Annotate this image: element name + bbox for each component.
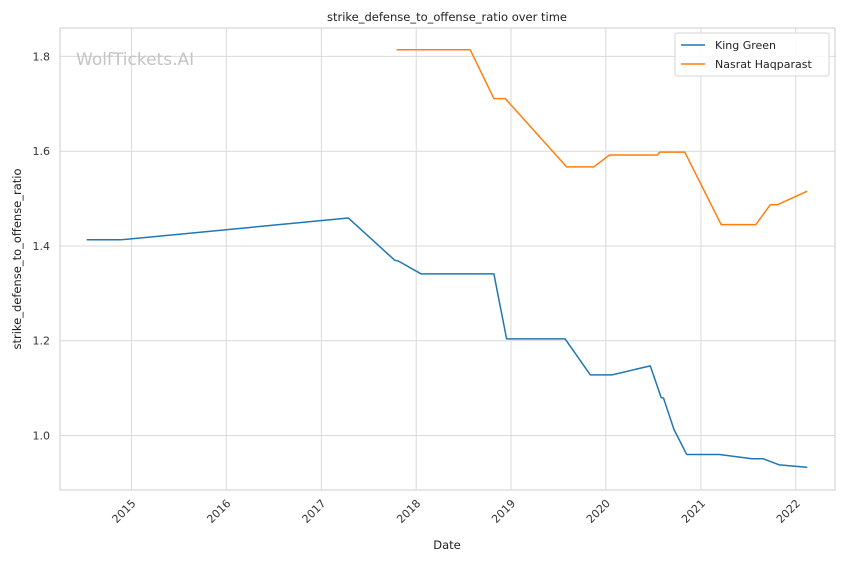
series-lines	[86, 49, 808, 469]
series-line-nasrat-haqparast	[396, 49, 808, 226]
y-tick-1.8: 1.8	[33, 50, 51, 63]
y-tick-labels: 1.0 1.2 1.4 1.6 1.8	[33, 50, 51, 442]
legend-box	[674, 32, 830, 77]
series-line-king-green	[86, 217, 808, 469]
y-tick-1.6: 1.6	[33, 145, 51, 158]
legend-label-nasrat-haqparast: Nasrat Haqparast	[715, 58, 812, 71]
plot-area	[59, 27, 836, 491]
y-tick-1.2: 1.2	[33, 335, 51, 348]
watermark-text: WolfTickets.AI	[76, 50, 194, 70]
legend: King Green Nasrat Haqparast	[674, 32, 830, 77]
legend-label-king-green: King Green	[715, 39, 776, 52]
y-tick-1.0: 1.0	[33, 430, 51, 443]
x-axis-label: Date	[433, 538, 461, 552]
y-axis-label: strike_defense_to_offense_ratio	[10, 168, 24, 349]
y-gridlines	[60, 55, 835, 437]
chart-title: strike_defense_to_offense_ratio over tim…	[327, 10, 567, 24]
x-gridlines	[130, 28, 797, 490]
y-tick-1.4: 1.4	[33, 240, 51, 253]
